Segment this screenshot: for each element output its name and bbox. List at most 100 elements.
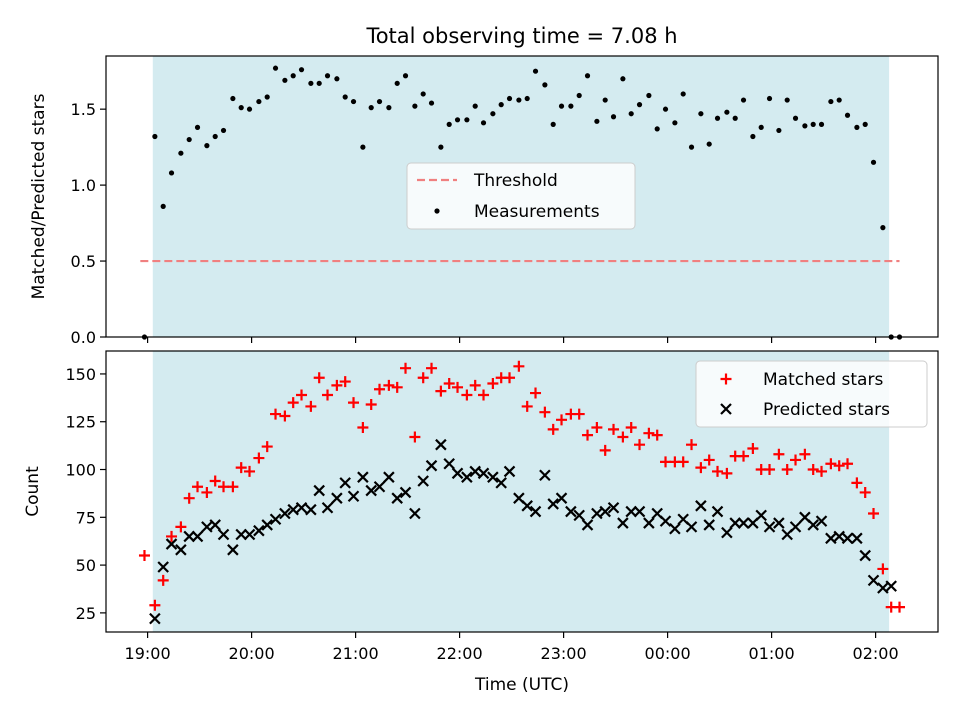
matched-star-point — [209, 475, 221, 487]
legend-matched-swatch — [720, 373, 732, 385]
measurement-point — [542, 82, 548, 88]
predicted-star-point — [555, 492, 568, 504]
measurement-point — [256, 98, 262, 105]
predicted-star-point — [789, 521, 802, 533]
legend-measurement-label: Measurements — [474, 202, 600, 222]
matched-star-point — [157, 574, 169, 586]
matched-star-point — [651, 429, 663, 441]
matched-star-point — [807, 464, 819, 476]
predicted-star-point — [235, 528, 247, 541]
predicted-star-point — [279, 507, 291, 520]
predicted-star-point — [495, 477, 507, 489]
measurement-point — [724, 109, 730, 115]
measurement-point — [740, 97, 747, 103]
measurement-point — [316, 80, 322, 86]
predicted-star-point — [703, 519, 715, 531]
matched-star-point — [513, 360, 525, 372]
measurement-point — [152, 133, 158, 140]
matched-star-point — [365, 399, 377, 411]
y-tick-label: 150 — [65, 365, 96, 384]
predicted-star-point — [305, 503, 317, 516]
predicted-star-point — [399, 486, 412, 499]
measurement-point — [584, 73, 591, 79]
predicted-star-point — [825, 532, 837, 545]
measurement-point — [428, 100, 435, 106]
measurement-point — [446, 121, 452, 127]
measurement-point — [810, 121, 816, 127]
matched-star-point — [426, 362, 438, 374]
x-tick-label: 19:00 — [125, 644, 171, 663]
matched-star-point — [218, 481, 230, 493]
y-axis-label: Matched/Predicted stars — [29, 93, 49, 299]
measurement-point — [576, 92, 582, 99]
predicted-star-point — [269, 513, 282, 525]
predicted-star-point — [477, 467, 490, 480]
predicted-star-point — [773, 517, 785, 529]
matched-star-point — [313, 372, 325, 384]
measurement-point — [464, 117, 470, 123]
predicted-star-point — [547, 498, 559, 510]
measurement-point — [802, 123, 808, 129]
measurement-point — [610, 114, 617, 120]
x-tick-label: 22:00 — [437, 644, 483, 663]
matched-star-point — [138, 550, 150, 562]
matched-star-point — [322, 389, 334, 401]
matched-star-point — [851, 477, 863, 489]
measurement-point — [298, 67, 305, 73]
measurement-point — [194, 124, 201, 130]
matched-star-point — [539, 406, 551, 418]
measurement-point — [376, 98, 383, 105]
matched-star-point — [686, 439, 698, 451]
y-tick-label: 1.0 — [71, 176, 96, 195]
matched-star-point — [712, 465, 724, 477]
matched-star-point — [296, 389, 308, 401]
matched-star-point — [643, 427, 655, 439]
measurement-point — [714, 115, 721, 121]
predicted-star-point — [295, 501, 308, 514]
measurement-point — [680, 91, 686, 97]
y-axis-label: Count — [23, 466, 43, 517]
matched-star-point — [261, 441, 273, 453]
axes-frame — [105, 350, 939, 633]
predicted-star-point — [763, 521, 776, 533]
measurement-point — [688, 144, 695, 150]
legend-box — [695, 360, 928, 428]
matched-star-point — [530, 387, 542, 399]
measurement-point — [168, 170, 175, 176]
matched-star-point — [287, 397, 299, 409]
predicted-star-point — [815, 515, 828, 527]
legend-matched-label: Matched stars — [763, 370, 883, 390]
matched-star-point — [443, 377, 455, 389]
predicted-star-point — [227, 544, 239, 556]
matched-star-point — [175, 521, 187, 533]
matched-star-point — [591, 421, 603, 433]
predicted-star-point — [685, 521, 698, 533]
measurement-point — [334, 76, 340, 82]
measurement-point — [568, 103, 574, 109]
predicted-star-point — [191, 530, 204, 543]
predicted-star-point — [321, 501, 334, 514]
measurement-point — [272, 65, 279, 71]
predicted-star-point — [591, 507, 603, 520]
measurement-point — [412, 103, 418, 109]
axes-frame — [105, 55, 939, 338]
matched-star-point — [799, 448, 811, 460]
matched-star-point — [842, 458, 854, 470]
legend-predicted-swatch — [720, 403, 732, 415]
matched-star-point — [625, 421, 637, 433]
x-tick-label: 00:00 — [645, 644, 691, 663]
measurement-point — [628, 111, 634, 117]
matched-star-point — [192, 481, 204, 493]
matched-star-point — [599, 444, 611, 456]
measurement-point — [246, 106, 253, 112]
measurement-point — [186, 136, 192, 143]
predicted-star-point — [435, 438, 447, 451]
predicted-star-point — [877, 582, 889, 594]
matched-star-point — [833, 460, 845, 472]
measurement-point — [324, 73, 331, 79]
measurement-point — [230, 95, 236, 102]
legend: Threshold Measurements — [406, 162, 636, 230]
predicted-star-point — [529, 505, 542, 518]
predicted-star-point — [443, 458, 455, 470]
matched-star-point — [305, 400, 317, 412]
